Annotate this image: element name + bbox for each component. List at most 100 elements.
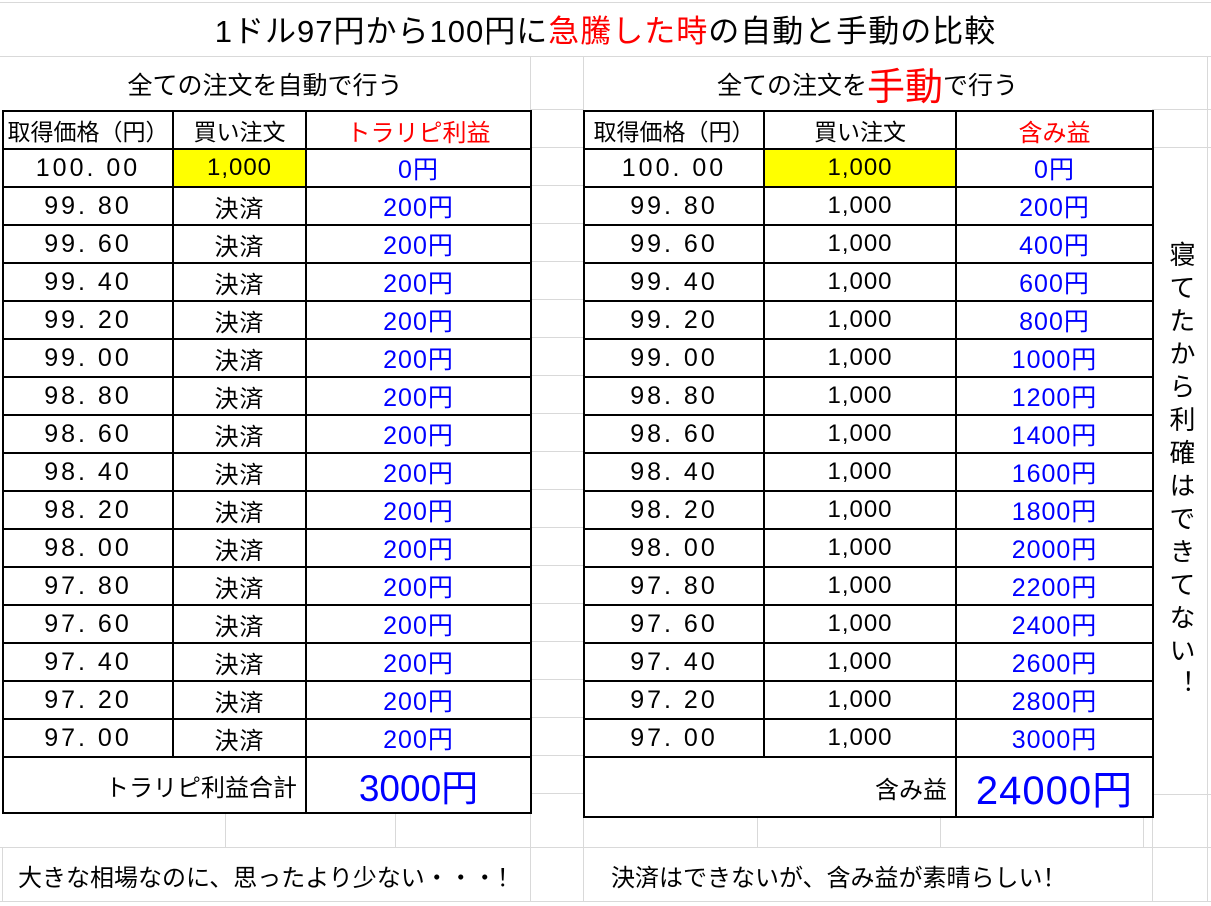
price-cell: 97. 20	[2, 680, 174, 720]
price-cell: 97. 00	[2, 718, 174, 758]
profit-cell: 200円	[305, 566, 532, 606]
gridline	[0, 847, 1211, 848]
manual-table-row: 98. 20 1,000 1800円	[583, 490, 1154, 530]
manual-profit-header: 含み益	[955, 110, 1154, 150]
gridline	[1152, 109, 1211, 110]
price-cell: 99. 00	[583, 338, 765, 378]
buy-cell: 決済	[172, 414, 307, 454]
price-cell: 99. 20	[583, 300, 765, 340]
auto-table-row: 98. 00 決済 200円	[2, 528, 532, 568]
gridline	[583, 795, 584, 902]
manual-table-header-row: 取得価格（円） 買い注文 含み益	[583, 110, 1154, 150]
manual-table-row: 99. 20 1,000 800円	[583, 300, 1154, 340]
buy-cell: 決済	[172, 224, 307, 264]
profit-cell: 800円	[955, 300, 1154, 340]
price-cell: 98. 20	[583, 490, 765, 530]
price-cell: 99. 80	[583, 186, 765, 226]
auto-buy-header: 買い注文	[172, 110, 307, 150]
auto-table-row: 99. 80 決済 200円	[2, 186, 532, 226]
auto-table-row: 98. 20 決済 200円	[2, 490, 532, 530]
price-cell: 100. 00	[583, 148, 765, 188]
profit-cell: 2800円	[955, 680, 1154, 720]
price-cell: 99. 20	[2, 300, 174, 340]
manual-total-label: 含み益	[583, 756, 957, 818]
buy-cell: 1,000	[763, 528, 957, 568]
profit-cell: 200円	[305, 262, 532, 302]
price-cell: 99. 80	[2, 186, 174, 226]
gridline	[0, 901, 1211, 902]
buy-cell: 決済	[172, 680, 307, 720]
subtitle-manual-highlight: 手動	[866, 67, 943, 109]
profit-cell: 200円	[305, 186, 532, 226]
profit-cell: 200円	[305, 528, 532, 568]
auto-table-row: 98. 40 決済 200円	[2, 452, 532, 492]
buy-cell: 1,000	[763, 604, 957, 644]
profit-cell: 200円	[305, 490, 532, 530]
price-cell: 98. 20	[2, 490, 174, 530]
profit-cell: 2200円	[955, 566, 1154, 606]
subtitle-manual-pre: 全ての注文を	[716, 71, 867, 100]
auto-table: 取得価格（円） 買い注文 トラリピ利益 100. 00 1,000 0円 99.…	[2, 110, 532, 814]
gridline	[0, 56, 1211, 57]
price-cell: 98. 00	[583, 528, 765, 568]
gridline	[395, 795, 396, 848]
auto-table-header-row: 取得価格（円） 買い注文 トラリピ利益	[2, 110, 532, 150]
gridline	[2, 848, 3, 902]
price-cell: 98. 40	[2, 452, 174, 492]
auto-table-row: 97. 20 決済 200円	[2, 680, 532, 720]
manual-table-row: 97. 20 1,000 2800円	[583, 680, 1154, 720]
buy-cell: 1,000	[763, 490, 957, 530]
gridline	[757, 795, 758, 848]
auto-profit-header: トラリピ利益	[305, 110, 532, 150]
buy-cell: 決済	[172, 262, 307, 302]
buy-cell: 1,000	[763, 338, 957, 378]
manual-total-row: 含み益 24000円	[583, 756, 1154, 818]
price-cell: 99. 40	[2, 262, 174, 302]
profit-cell: 200円	[305, 680, 532, 720]
gridline	[0, 2, 1211, 3]
gridline	[530, 57, 531, 110]
buy-cell: 決済	[172, 338, 307, 378]
profit-cell: 1800円	[955, 490, 1154, 530]
gridline	[583, 57, 584, 110]
manual-table-row: 100. 00 1,000 0円	[583, 148, 1154, 188]
buy-cell: 1,000	[763, 186, 957, 226]
auto-total-label: トラリピ利益合計	[2, 756, 307, 814]
manual-table-row: 98. 00 1,000 2000円	[583, 528, 1154, 568]
buy-cell: 1,000	[763, 224, 957, 264]
manual-table-row: 99. 80 1,000 200円	[583, 186, 1154, 226]
price-cell: 97. 20	[583, 680, 765, 720]
price-cell: 97. 40	[2, 642, 174, 682]
auto-table-row: 98. 80 決済 200円	[2, 376, 532, 416]
profit-cell: 3000円	[955, 718, 1154, 758]
profit-cell: 1600円	[955, 452, 1154, 492]
manual-table-row: 99. 60 1,000 400円	[583, 224, 1154, 264]
profit-cell: 1200円	[955, 376, 1154, 416]
subtitle-manual: 全ての注文を 手動 で行う	[583, 57, 1152, 110]
auto-price-header: 取得価格（円）	[2, 110, 174, 150]
manual-total-value: 24000円	[955, 756, 1154, 818]
profit-cell: 600円	[955, 262, 1154, 302]
buy-cell: 1,000	[763, 262, 957, 302]
price-cell: 98. 60	[583, 414, 765, 454]
profit-cell: 200円	[955, 186, 1154, 226]
auto-table-row: 99. 00 決済 200円	[2, 338, 532, 378]
title-text-pre: 1ドル97円から100円に	[214, 14, 549, 49]
side-note-cell: 寝てたから利確はできてない！	[1152, 148, 1211, 795]
buy-cell: 決済	[172, 490, 307, 530]
auto-table-row: 97. 80 決済 200円	[2, 566, 532, 606]
caption-auto: 大きな相場なのに、思ったより少ない・・・！	[18, 864, 521, 892]
price-cell: 97. 00	[583, 718, 765, 758]
price-cell: 100. 00	[2, 148, 174, 188]
buy-cell: 1,000	[763, 300, 957, 340]
price-cell: 99. 60	[583, 224, 765, 264]
price-cell: 99. 40	[583, 262, 765, 302]
auto-total-value: 3000円	[305, 756, 532, 814]
manual-price-header: 取得価格（円）	[583, 110, 765, 150]
price-cell: 97. 40	[583, 642, 765, 682]
buy-cell: 決済	[172, 528, 307, 568]
buy-cell: 決済	[172, 604, 307, 644]
auto-total-row: トラリピ利益合計 3000円	[2, 756, 532, 814]
manual-table: 取得価格（円） 買い注文 含み益 100. 00 1,000 0円 99. 80…	[583, 110, 1154, 818]
